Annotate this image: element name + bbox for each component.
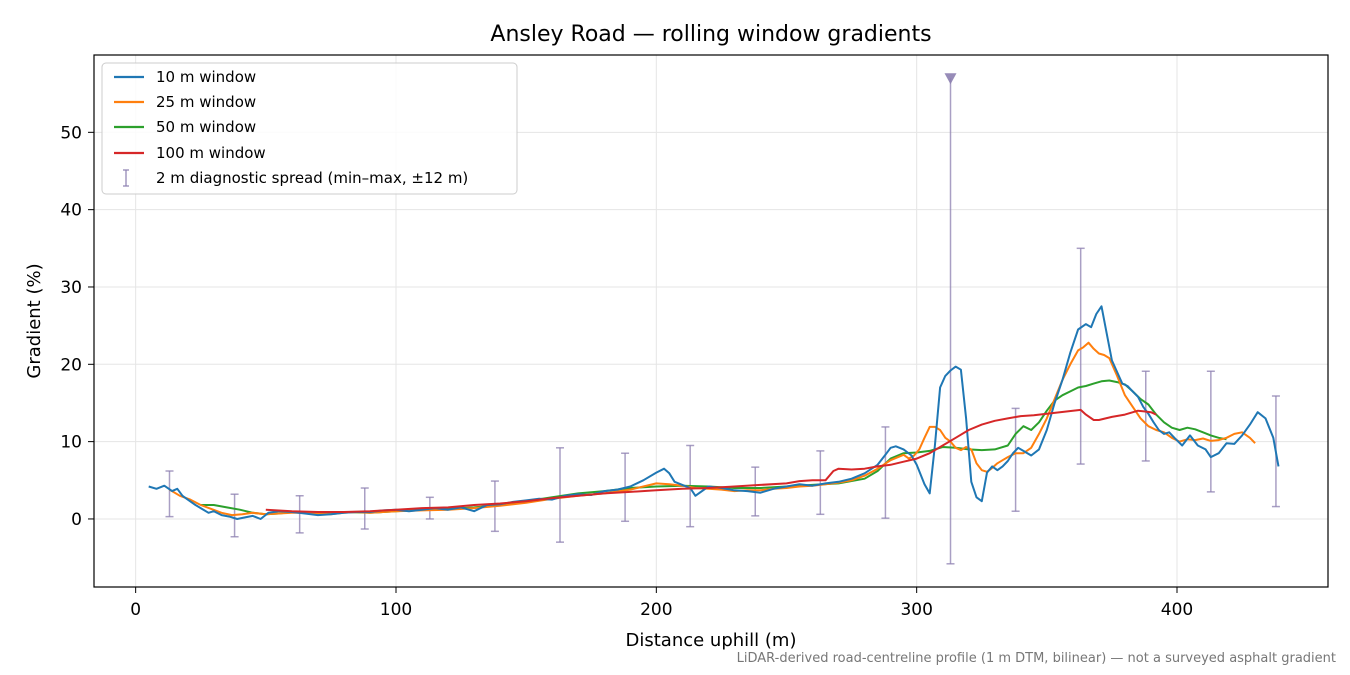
chart-title: Ansley Road — rolling window gradients [490, 22, 931, 47]
legend-label-spread: 2 m diagnostic spread (min–max, ±12 m) [156, 169, 468, 187]
y-tick-label: 10 [60, 433, 82, 453]
legend-label-100m: 100 m window [156, 144, 266, 162]
spread-bar [360, 487, 369, 530]
legend-swatch-spread [123, 169, 129, 187]
spread-bar [1076, 247, 1085, 465]
x-tick-label: 300 [900, 600, 932, 620]
legend-item-100m: 100 m window [114, 144, 266, 162]
series-line-10m [148, 305, 1280, 520]
y-tick-label: 20 [60, 355, 82, 375]
y-axis-label: Gradient (%) [24, 263, 45, 378]
spread-bar [295, 495, 304, 534]
legend-item-spread: 2 m diagnostic spread (min–max, ±12 m) [123, 169, 468, 187]
spread-bar [1011, 407, 1020, 512]
spread-bar [165, 470, 174, 518]
x-axis-label: Distance uphill (m) [626, 630, 797, 651]
series-line-25m [168, 341, 1256, 517]
plot-frame [93, 54, 1329, 588]
legend: 10 m window 25 m window 50 m window 100 … [101, 62, 518, 195]
y-tick-label: 50 [60, 123, 82, 143]
x-tick-label: 100 [380, 600, 412, 620]
legend-item-25m: 25 m window [114, 93, 256, 111]
x-tick-label: 400 [1161, 600, 1193, 620]
chart-footnote: LiDAR-derived road-centreline profile (1… [736, 651, 1336, 666]
legend-label-10m: 10 m window [156, 68, 256, 86]
x-tick-label: 0 [130, 600, 141, 620]
legend-item-10m: 10 m window [114, 68, 256, 86]
legend-item-50m: 50 m window [114, 118, 256, 136]
spread-series [165, 73, 1280, 565]
spread-bar [816, 450, 825, 516]
spread-bar [881, 426, 890, 519]
y-tick-label: 30 [60, 278, 82, 298]
x-tick-label: 200 [640, 600, 672, 620]
legend-label-50m: 50 m window [156, 118, 256, 136]
line-series [148, 305, 1280, 520]
spread-bar [1206, 370, 1215, 493]
y-tick-label: 0 [71, 510, 82, 530]
spread-bar [944, 73, 957, 565]
legend-box [101, 62, 518, 195]
spread-bar [556, 447, 565, 543]
spread-bar [1141, 370, 1150, 462]
series-line-100m [265, 408, 1157, 513]
legend-label-25m: 25 m window [156, 93, 256, 111]
series-line-50m [200, 379, 1227, 516]
y-tick-label: 40 [60, 201, 82, 221]
axis-ticks: 0 100 200 300 400 0 10 20 30 40 50 [60, 123, 1193, 620]
